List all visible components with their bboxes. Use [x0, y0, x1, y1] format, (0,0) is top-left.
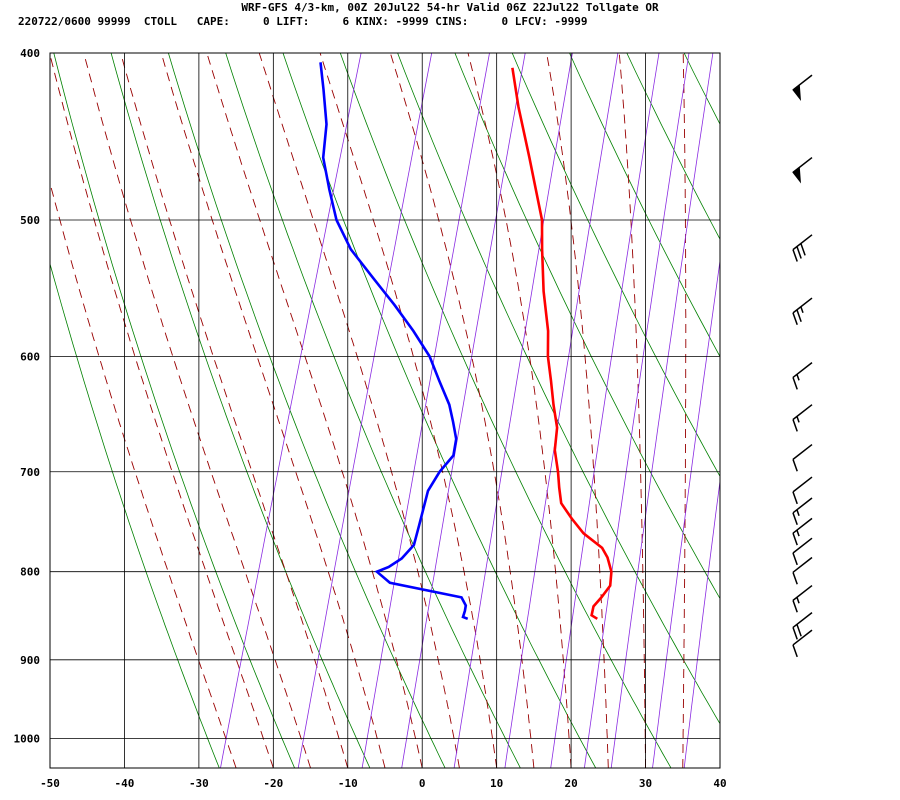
- mixing-ratio-line: [610, 53, 714, 768]
- x-tick-label: 20: [564, 777, 577, 790]
- moist-adiabat: [719, 751, 720, 768]
- dry-adiabat: [626, 53, 720, 240]
- moist-adiabat: [160, 53, 386, 768]
- x-tick-label: -30: [189, 777, 209, 790]
- moist-adiabat: [50, 181, 237, 768]
- moist-adiabat: [319, 53, 498, 768]
- mixing-ratio-line: [220, 53, 362, 768]
- moist-adiabat: [389, 53, 535, 768]
- dry-adiabat: [856, 53, 900, 768]
- sounding-indices: 220722/0600 99999 CTOLL CAPE: 0 LIFT: 6 …: [18, 15, 588, 28]
- x-tick-label: -40: [115, 777, 135, 790]
- mixing-ratio-line: [297, 53, 433, 768]
- mixing-ratio-line: [401, 53, 526, 768]
- dry-adiabat: [454, 53, 720, 600]
- x-tick-label: 0: [419, 777, 426, 790]
- y-tick-label: 900: [20, 654, 40, 667]
- wind-barb: [792, 74, 813, 102]
- mixing-ratio-line: [584, 53, 690, 768]
- wind-barb: [792, 584, 813, 613]
- moist-adiabat: [546, 53, 609, 768]
- dry-adiabat: [282, 53, 597, 768]
- y-tick-label: 1000: [14, 733, 41, 746]
- dry-adiabat: [569, 53, 720, 358]
- profile-traces: [319, 62, 613, 621]
- dry-adiabat: [225, 53, 521, 768]
- wind-barb: [792, 404, 813, 432]
- guide-lines: [50, 53, 900, 768]
- wind-barb: [792, 234, 813, 262]
- y-tick-label: 500: [20, 214, 40, 227]
- dry-adiabat: [110, 53, 371, 768]
- dry-adiabat: [339, 53, 672, 768]
- dry-adiabat: [397, 53, 720, 725]
- moist-adiabat: [618, 53, 647, 768]
- x-tick-label: -50: [40, 777, 60, 790]
- mixing-ratio-line: [361, 53, 490, 768]
- wind-barb: [792, 362, 813, 390]
- chart-title: WRF-GFS 4/3-km, 00Z 20Jul22 54-hr Valid …: [241, 1, 659, 14]
- wind-barb: [792, 443, 813, 472]
- wind-barb: [792, 517, 813, 546]
- x-tick-label: -10: [338, 777, 358, 790]
- mixing-ratio-line: [504, 53, 619, 768]
- plot-frame: [49, 52, 721, 769]
- wind-barb: [792, 629, 813, 658]
- moist-adiabat: [258, 53, 460, 768]
- dry-adiabat: [799, 53, 900, 768]
- dry-adiabat: [683, 53, 720, 125]
- wind-barb: [792, 497, 813, 525]
- x-tick-label: -20: [263, 777, 283, 790]
- wind-barb: [792, 297, 813, 326]
- temperature-trace: [511, 67, 613, 620]
- wind-barb: [792, 156, 813, 184]
- moist-adiabat: [50, 53, 274, 768]
- dry-adiabat: [168, 53, 446, 768]
- dry-adiabat: [50, 262, 220, 768]
- moist-adiabat: [83, 53, 312, 768]
- y-tick-label: 800: [20, 566, 40, 579]
- wind-barbs: [792, 74, 813, 658]
- dry-adiabat: [511, 53, 720, 478]
- wind-barb: [792, 537, 813, 566]
- wind-barb: [792, 612, 813, 640]
- moist-adiabat: [206, 53, 423, 768]
- y-tick-label: 600: [20, 350, 40, 363]
- dry-adiabat: [53, 53, 295, 768]
- y-tick-label: 400: [20, 47, 40, 60]
- x-tick-label: 10: [490, 777, 503, 790]
- moist-adiabat: [120, 53, 349, 768]
- mixing-ratio-line: [550, 53, 660, 768]
- dewpoint-trace: [319, 62, 469, 621]
- dry-adiabat: [741, 53, 900, 768]
- mixing-ratio-line: [652, 257, 720, 768]
- y-tick-label: 700: [20, 466, 40, 479]
- axis-tick-labels: -50 -40 -30 -20 -10 0 10 20 30 40 400 500 600 700 800 9…: [14, 47, 727, 790]
- wind-barb: [792, 476, 813, 505]
- wind-barb: [792, 556, 813, 585]
- x-tick-label: 30: [639, 777, 652, 790]
- x-tick-label: 40: [713, 777, 726, 790]
- mixing-ratio-line: [683, 477, 720, 768]
- moist-adiabat: [682, 53, 687, 768]
